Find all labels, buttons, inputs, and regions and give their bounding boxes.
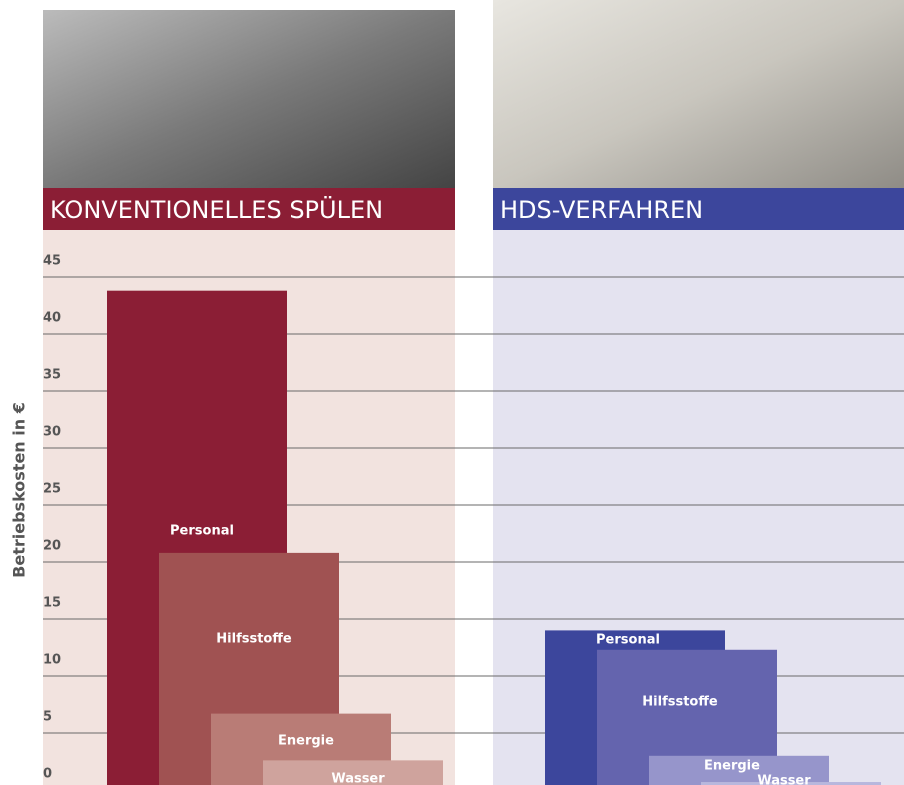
bar-label: Wasser [757, 774, 811, 785]
bar-label: Energie [278, 734, 334, 749]
bar-label: Energie [704, 759, 760, 774]
chart: KONVENTIONELLES SPÜLEN HDS-VERFAHREN Bet… [0, 0, 904, 785]
y-tick-label: 15 [43, 596, 61, 611]
bar-label: Personal [596, 633, 660, 648]
panel-title: HDS-VERFAHREN [500, 196, 703, 224]
y-tick-label: 25 [43, 482, 61, 497]
y-tick-label: 0 [43, 767, 52, 782]
y-tick-label: 30 [43, 425, 61, 440]
bar-label: Wasser [331, 772, 385, 785]
bar-label: Hilfsstoffe [642, 695, 718, 710]
photo [43, 10, 455, 188]
y-tick-label: 45 [43, 254, 61, 269]
y-tick-label: 10 [43, 653, 61, 668]
y-tick-label: 40 [43, 311, 61, 326]
page: KONVENTIONELLES SPÜLEN HDS-VERFAHREN Bet… [0, 0, 904, 785]
panel-title: KONVENTIONELLES SPÜLEN [50, 195, 383, 224]
photo [493, 0, 904, 188]
bar-label: Hilfsstoffe [216, 632, 292, 647]
bar-label: Personal [170, 524, 234, 539]
y-tick-label: 35 [43, 368, 61, 383]
y-axis-label: Betriebskosten in € [10, 402, 29, 578]
y-tick-label: 20 [43, 539, 61, 554]
y-tick-label: 5 [43, 710, 52, 725]
